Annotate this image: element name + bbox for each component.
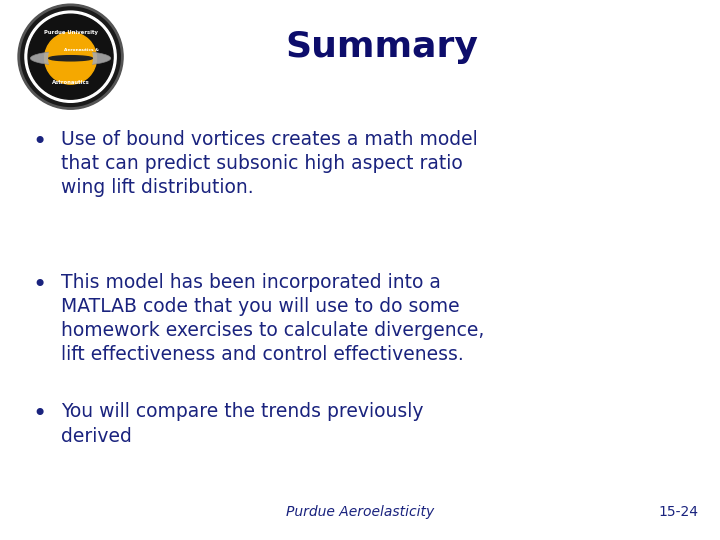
Text: •: •: [32, 402, 47, 426]
Text: •: •: [32, 273, 47, 296]
Text: This model has been incorporated into a
MATLAB code that you will use to do some: This model has been incorporated into a …: [61, 273, 485, 364]
Text: Aeronautics &: Aeronautics &: [65, 48, 99, 52]
Text: Purdue University: Purdue University: [44, 30, 97, 36]
Ellipse shape: [49, 37, 92, 80]
Ellipse shape: [49, 56, 92, 61]
Ellipse shape: [30, 51, 111, 65]
Text: Astronautics: Astronautics: [52, 80, 89, 85]
Ellipse shape: [45, 32, 96, 84]
Text: •: •: [32, 130, 47, 153]
Ellipse shape: [28, 14, 113, 99]
Text: You will compare the trends previously
derived: You will compare the trends previously d…: [61, 402, 423, 446]
Text: Purdue Aeroelasticity: Purdue Aeroelasticity: [286, 505, 434, 519]
Text: Summary: Summary: [285, 30, 478, 64]
Text: 15-24: 15-24: [658, 505, 698, 519]
Ellipse shape: [19, 5, 122, 109]
Ellipse shape: [25, 11, 116, 102]
Text: Use of bound vortices creates a math model
that can predict subsonic high aspect: Use of bound vortices creates a math mod…: [61, 130, 478, 197]
